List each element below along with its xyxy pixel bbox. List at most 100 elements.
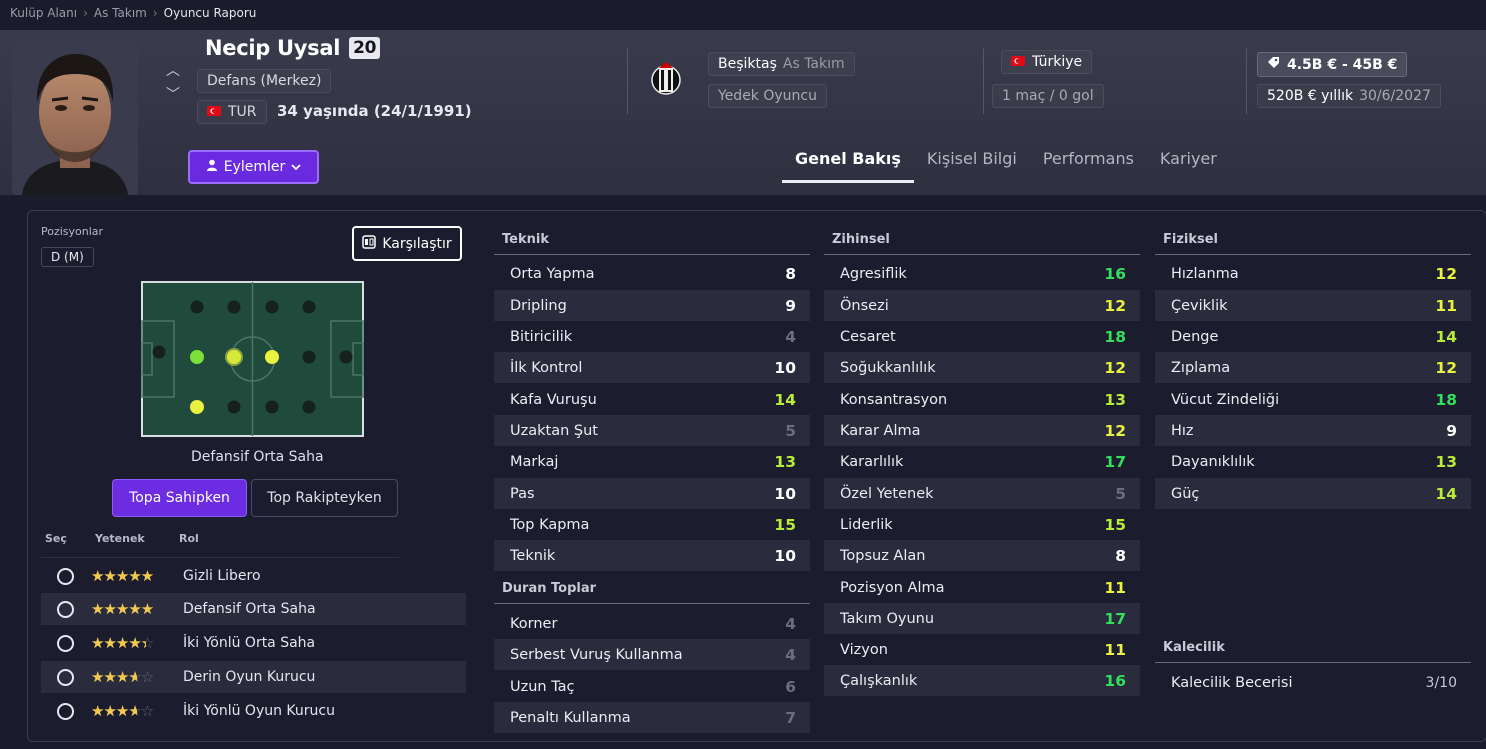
attribute-row[interactable]: Vücut Zindeliği 18 (1155, 384, 1471, 415)
role-radio[interactable] (57, 702, 74, 720)
attribute-value: 4 (785, 645, 796, 664)
attribute-row[interactable]: Top Kapma 15 (494, 509, 810, 540)
attribute-row[interactable]: İlk Kontrol 10 (494, 352, 810, 383)
compare-button[interactable]: Karşılaştır (352, 226, 462, 261)
attribute-name: Cesaret (840, 328, 896, 345)
attribute-value: 11 (1104, 640, 1126, 659)
positions-label: Pozisyonlar (41, 225, 104, 238)
attribute-row[interactable]: Özel Yetenek 5 (824, 478, 1140, 509)
star-rating-icon: ☆☆☆☆☆★★★★★ (91, 600, 154, 618)
attribute-row[interactable]: Kafa Vuruşu 14 (494, 384, 810, 415)
role-radio[interactable] (57, 567, 74, 585)
value-chip[interactable]: 4.5B € - 45B € (1257, 52, 1408, 77)
attribute-row[interactable]: Orta Yapma 8 (494, 258, 810, 289)
attribute-row[interactable]: Bitiricilik 4 (494, 321, 810, 352)
attribute-row[interactable]: Uzun Taç 6 (494, 671, 810, 702)
role-row[interactable]: ☆☆☆☆☆★★★★★ İki Yönlü Orta Saha (41, 627, 466, 659)
attribute-value: 15 (1104, 515, 1126, 534)
attribute-row[interactable]: Uzaktan Şut 5 (494, 415, 810, 446)
attribute-row[interactable]: Hız 9 (1155, 415, 1471, 446)
attribute-row[interactable]: Önsezi 12 (824, 290, 1140, 321)
attribute-name: Hızlanma (1171, 265, 1239, 282)
attribute-row[interactable]: Cesaret 18 (824, 321, 1140, 352)
role-name: Defansif Orta Saha (183, 601, 316, 617)
attribute-name: Hız (1171, 422, 1194, 439)
attribute-row[interactable]: Çalışkanlık 16 (824, 665, 1140, 696)
attribute-row[interactable]: Hızlanma 12 (1155, 258, 1471, 289)
tab-career[interactable]: Kariyer (1159, 149, 1217, 168)
section-title-goalkeeping: Kalecilik (1155, 635, 1471, 663)
attribute-name: Top Kapma (510, 516, 590, 533)
club-crest-icon[interactable] (651, 54, 681, 106)
role-row[interactable]: ☆☆☆☆☆ ★★★★★ Gizli Libero (41, 560, 466, 592)
role-row[interactable]: ☆☆☆☆☆★★★★★ Derin Oyun Kurucu (41, 661, 466, 693)
club-chip[interactable]: Beşiktaş As Takım (708, 52, 855, 76)
attribute-row[interactable]: Takım Oyunu 17 (824, 603, 1140, 634)
in-possession-toggle[interactable]: Topa Sahipken (112, 479, 247, 517)
tab-performance[interactable]: Performans (1042, 149, 1134, 168)
tab-overview[interactable]: Genel Bakış (782, 140, 914, 183)
breadcrumb-current: Oyuncu Raporu (163, 6, 257, 20)
attribute-row[interactable]: Pas 10 (494, 478, 810, 509)
role-radio[interactable] (57, 600, 74, 618)
role-radio[interactable] (57, 634, 74, 652)
attribute-row[interactable]: Agresiflik 16 (824, 258, 1140, 289)
actions-button[interactable]: Eylemler (188, 150, 319, 184)
chevron-right-icon: › (152, 6, 158, 20)
attribute-name: Markaj (510, 453, 559, 470)
attribute-row[interactable]: Markaj 13 (494, 446, 810, 477)
attribute-row[interactable]: Penaltı Kullanma 7 (494, 702, 810, 733)
national-team-chip[interactable]: Türkiye (1001, 50, 1093, 74)
squad-number: 20 (349, 37, 381, 59)
national-team-name: Türkiye (1032, 54, 1083, 70)
attribute-row[interactable]: Denge 14 (1155, 321, 1471, 352)
attribute-row[interactable]: Kalecilik Becerisi 3/10 (1155, 667, 1471, 698)
wage: 520B € yıllık (1267, 88, 1354, 104)
tab-personal-info[interactable]: Kişisel Bilgi (926, 149, 1017, 168)
attribute-row[interactable]: Kararlılık 17 (824, 446, 1140, 477)
player-header: ︿ ﹀ Necip Uysal 20 Defans (Merkez) TUR 3… (0, 30, 1486, 195)
attribute-row[interactable]: Liderlik 15 (824, 509, 1140, 540)
flag-icon (207, 104, 221, 120)
attribute-value: 4 (785, 614, 796, 633)
player-value: 4.5B € - 45B € (1287, 56, 1398, 73)
attribute-row[interactable]: Karar Alma 12 (824, 415, 1140, 446)
player-name-row: Necip Uysal 20 (205, 36, 381, 60)
chevron-down-icon[interactable]: ﹀ (166, 87, 180, 103)
attribute-value: 3/10 (1425, 674, 1457, 691)
attribute-row[interactable]: Topsuz Alan 8 (824, 540, 1140, 571)
attribute-row[interactable]: Teknik 10 (494, 540, 810, 571)
attribute-row[interactable]: Çeviklik 11 (1155, 290, 1471, 321)
breadcrumb-team[interactable]: As Takım (93, 6, 147, 20)
attribute-value: 12 (1104, 296, 1126, 315)
attribute-row[interactable]: Vizyon 11 (824, 634, 1140, 665)
attribute-row[interactable]: Serbest Vuruş Kullanma 4 (494, 639, 810, 670)
attribute-row[interactable]: Konsantrasyon 13 (824, 384, 1140, 415)
squad-status-chip: Yedek Oyuncu (708, 84, 827, 108)
chevron-up-icon[interactable]: ︿ (166, 63, 180, 79)
attribute-row[interactable]: Dayanıklılık 13 (1155, 446, 1471, 477)
roles-header-select: Seç (45, 532, 67, 545)
role-row[interactable]: ☆☆☆☆☆ ★★★★★ Defansif Orta Saha (41, 593, 466, 625)
role-radio[interactable] (57, 668, 74, 686)
role-name: İki Yönlü Oyun Kurucu (183, 703, 335, 719)
attribute-row[interactable]: Soğukkanlılık 12 (824, 352, 1140, 383)
role-row[interactable]: ☆☆☆☆☆★★★★★ İki Yönlü Oyun Kurucu (41, 695, 466, 727)
attribute-name: Soğukkanlılık (840, 359, 936, 376)
attribute-row[interactable]: Zıplama 12 (1155, 352, 1471, 383)
selected-position-label: Defansif Orta Saha (191, 449, 324, 465)
attribute-value: 13 (1104, 390, 1126, 409)
attribute-value: 11 (1435, 296, 1457, 315)
attribute-row[interactable]: Dripling 9 (494, 290, 810, 321)
price-tag-icon (1267, 56, 1280, 73)
breadcrumb-club[interactable]: Kulüp Alanı (10, 6, 78, 20)
attribute-row[interactable]: Pozisyon Alma 11 (824, 572, 1140, 603)
profile-tabs: Genel Bakış Kişisel Bilgi Performans Kar… (782, 140, 1230, 183)
attribute-name: Zıplama (1171, 359, 1231, 376)
attribute-value: 12 (1104, 421, 1126, 440)
attribute-row[interactable]: Güç 14 (1155, 478, 1471, 509)
attribute-name: Uzun Taç (510, 678, 575, 695)
attribute-name: Güç (1171, 485, 1200, 502)
attribute-row[interactable]: Korner 4 (494, 608, 810, 639)
out-of-possession-toggle[interactable]: Top Rakipteyken (251, 479, 398, 517)
